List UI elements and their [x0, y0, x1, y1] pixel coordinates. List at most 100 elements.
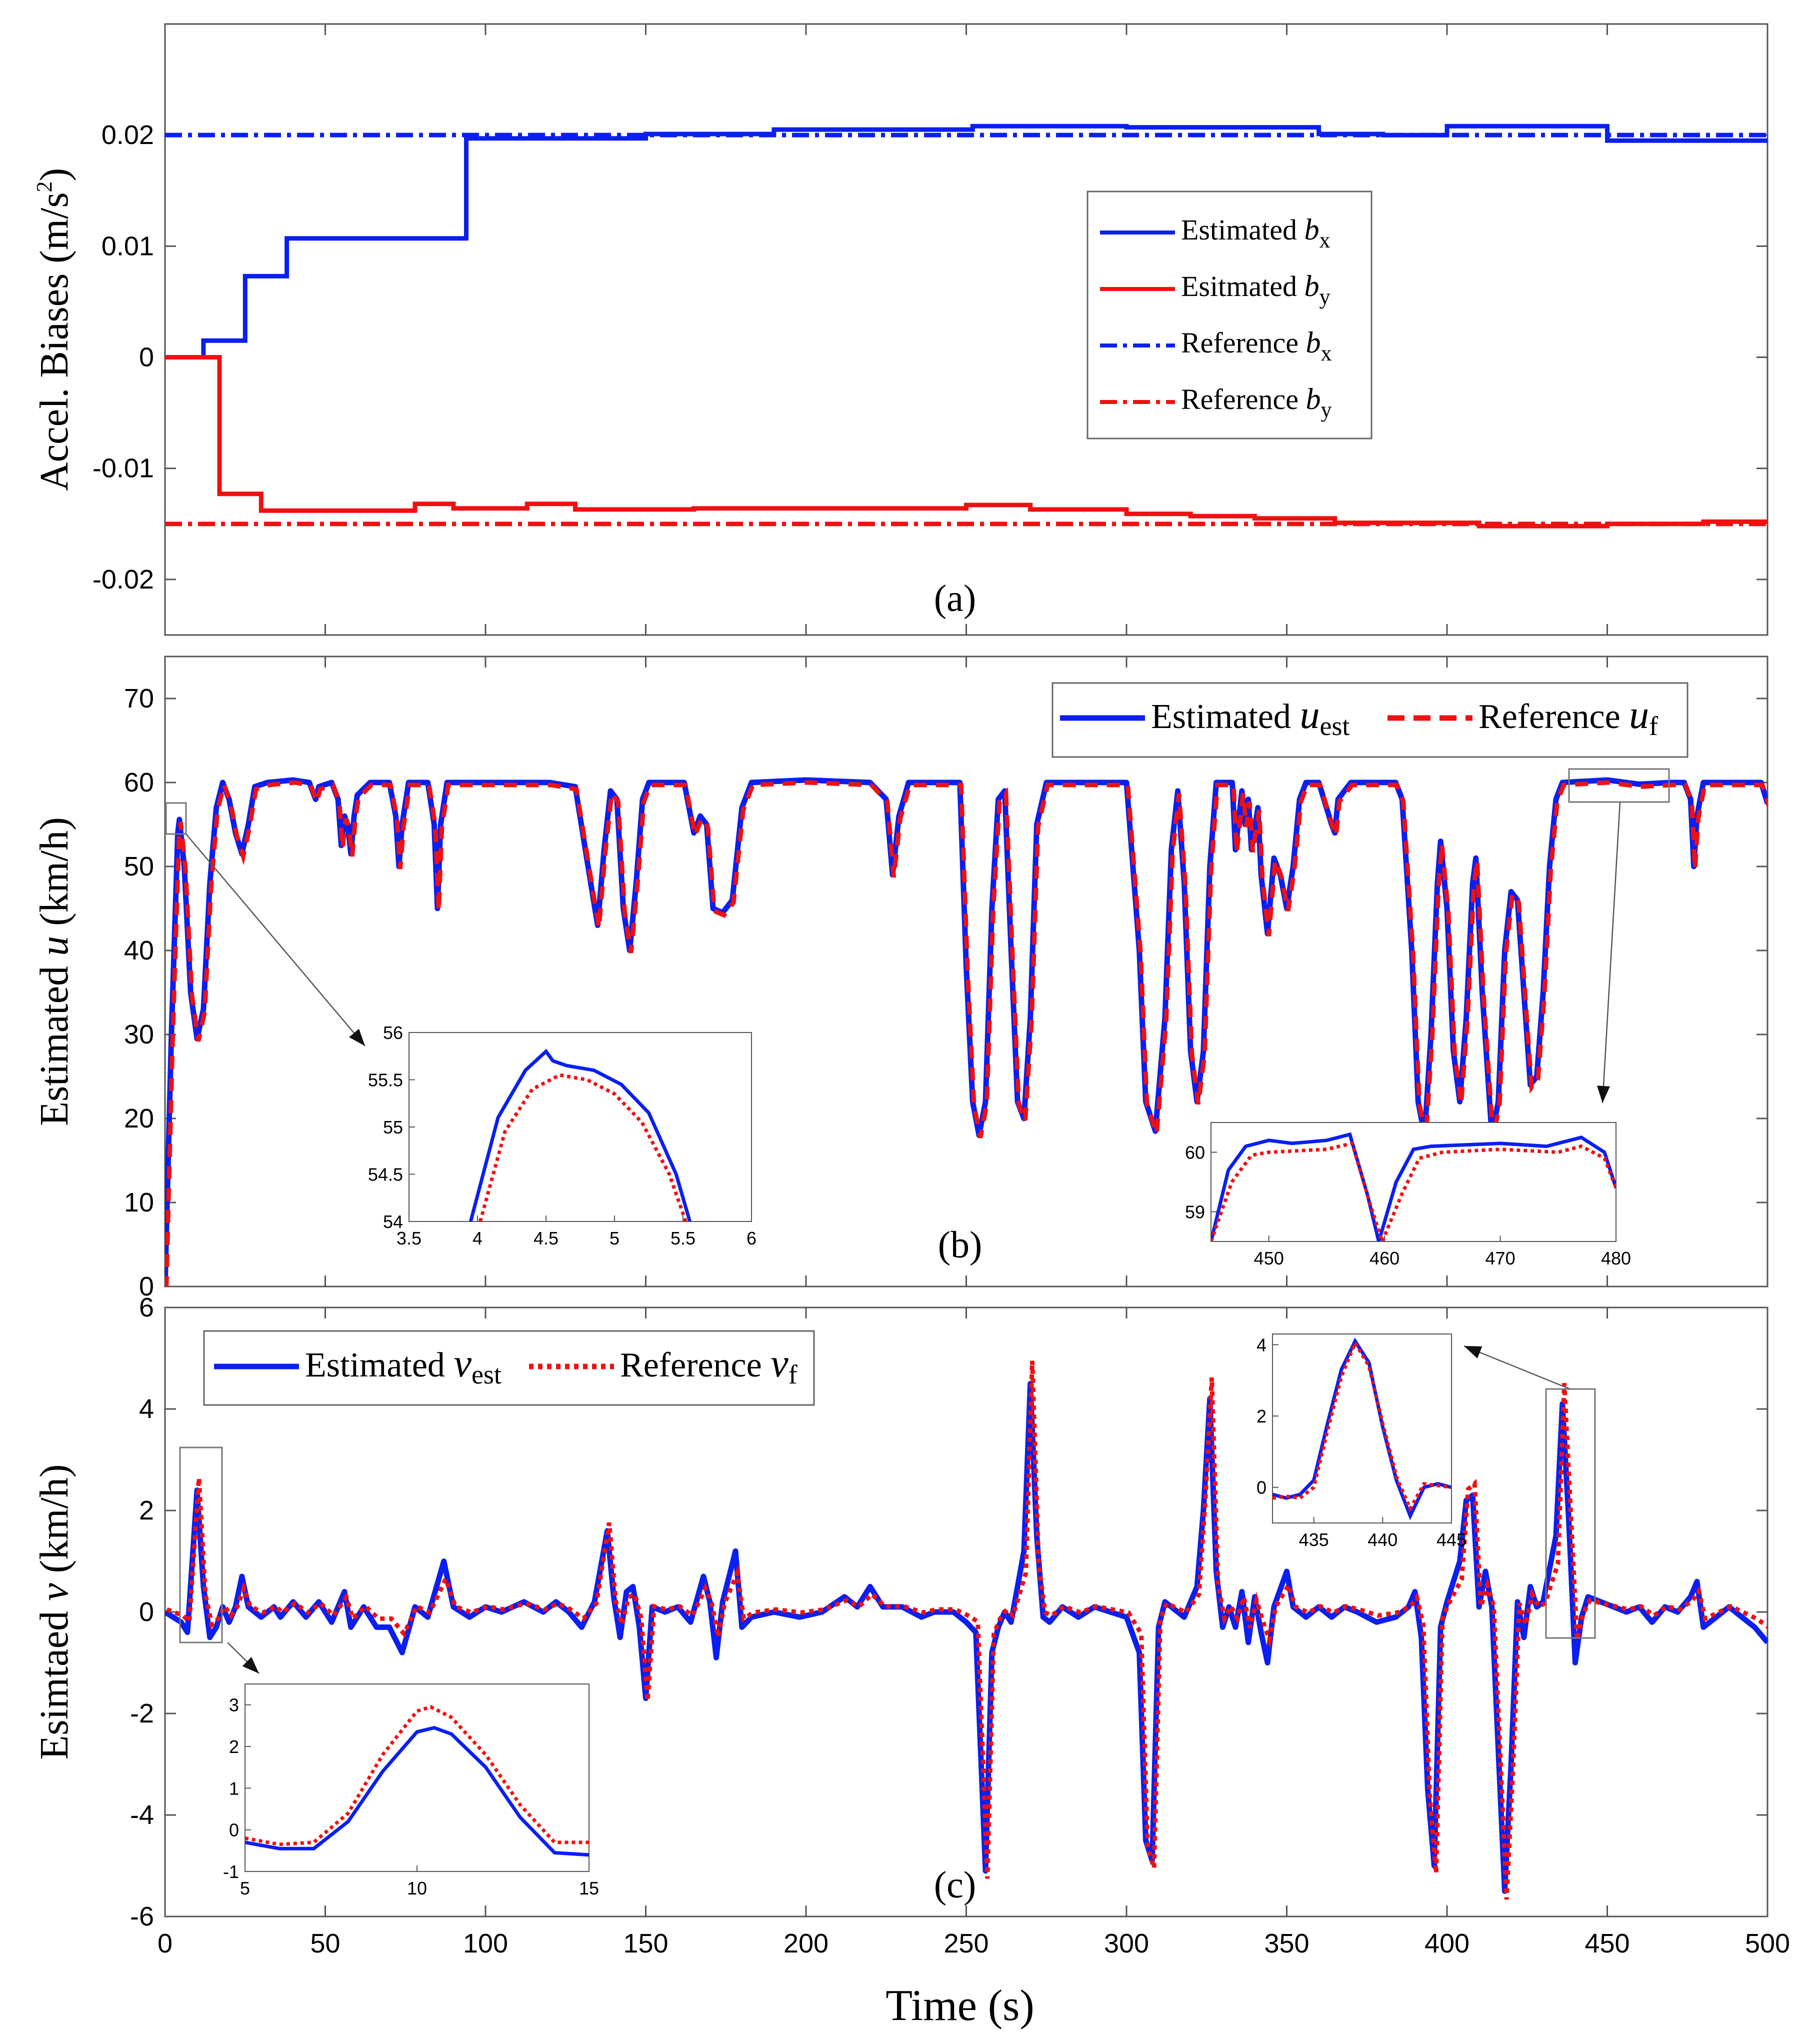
zoom-box-1 — [165, 802, 187, 835]
inset-b2: 450 460 470 480 59 60 — [1185, 1122, 1631, 1268]
legend-subscript: y — [1319, 284, 1330, 309]
y-axis-label-b: Estimated u (km/h) — [32, 817, 76, 1126]
x-axis-label: Time (s) — [886, 1982, 1034, 2030]
x-tick-label: 0 — [158, 1928, 172, 1958]
y-tick-label: 6 — [139, 1292, 154, 1322]
inset-reference-line — [1272, 1338, 1452, 1513]
zoom-arrow-4 — [1464, 1345, 1570, 1390]
inset-estimated-line — [1211, 1132, 1616, 1242]
y-tick-label: 10 — [124, 1188, 154, 1218]
y-tick-label: -4 — [130, 1800, 154, 1830]
legend-label-1: Reference uf — [1478, 693, 1658, 741]
inset-y-tick-label: 0 — [1256, 1478, 1266, 1498]
inset-x-tick-label: 4.5 — [534, 1228, 558, 1248]
y-tick-label: 0.02 — [102, 120, 154, 150]
inset-frame — [244, 1684, 590, 1872]
legend-frame — [1052, 682, 1688, 758]
legend-label-0: Estimated uest — [1151, 693, 1350, 741]
ylabel-text: Estimated — [32, 956, 76, 1126]
panel-label-a: (a) — [934, 578, 976, 620]
x-tick-label: 250 — [944, 1928, 988, 1958]
inset-estimated-line — [245, 1726, 589, 1857]
inset-y-tick-label: 2 — [229, 1736, 239, 1757]
inset-y-tick-label: 56 — [383, 1022, 403, 1043]
legend-prefix: Reference — [1478, 698, 1629, 736]
ylabel-unit: s — [32, 192, 76, 208]
zoom-arrow-3-head — [242, 1656, 259, 1674]
inset-y-tick-label: -1 — [223, 1862, 239, 1882]
y-tick-label: -0.01 — [92, 454, 154, 484]
legend-label-3: Reference by — [1181, 382, 1332, 422]
legend-symbol: b — [1304, 213, 1319, 246]
ylabel-exponent: 2 — [32, 182, 56, 192]
ylabel-units: (km/h) — [32, 1464, 76, 1584]
legend-subscript: est — [1320, 711, 1350, 741]
legend-prefix: Estimated — [305, 1346, 454, 1384]
x-tick-label: 150 — [623, 1928, 668, 1958]
inset-x-tick-label: 450 — [1254, 1248, 1284, 1268]
ylabel-text: Accel. Biases (m/ — [32, 208, 76, 491]
estimated-by-line — [165, 355, 1768, 528]
legend-symbol: v — [770, 1342, 788, 1386]
zoom-arrow-1-head — [349, 1028, 365, 1046]
inset-x-tick-label: 480 — [1601, 1248, 1631, 1268]
legend-subscript: est — [472, 1360, 502, 1390]
x-tick-label: 400 — [1424, 1928, 1470, 1958]
legend-label-1: Esitmated by — [1181, 270, 1330, 309]
inset-y-tick-label: 55.5 — [368, 1070, 403, 1090]
legend-symbol: u — [1300, 693, 1320, 737]
legend-subscript: y — [1321, 398, 1332, 422]
legend-prefix: Reference — [1181, 326, 1306, 359]
inset-estimated-line — [1272, 1338, 1452, 1520]
inset-x-tick-label: 440 — [1368, 1530, 1398, 1550]
inset-y-tick-label: 4 — [1256, 1334, 1266, 1355]
inset-x-tick-label: 470 — [1486, 1248, 1516, 1268]
inset-y-tick-label: 54 — [383, 1212, 403, 1232]
x-tick-label: 100 — [463, 1928, 508, 1958]
inset-x-tick-label: 460 — [1370, 1248, 1400, 1268]
reference-u-line — [165, 778, 1768, 1286]
y-tick-label: 50 — [124, 852, 154, 882]
inset-y-tick-label: 2 — [1256, 1406, 1266, 1426]
y-tick-label: -0.02 — [92, 564, 154, 594]
x-tick-label: 50 — [310, 1928, 340, 1958]
legend-prefix: Reference — [1181, 383, 1306, 416]
legend-label-0: Estimated vest — [305, 1342, 502, 1390]
inset-x-tick-label: 5.5 — [670, 1228, 696, 1248]
inset-reference-line — [1211, 1141, 1616, 1242]
inset-c2: 435 440 445 0 2 4 — [1256, 1334, 1466, 1550]
inset-y-tick-label: 55 — [383, 1117, 403, 1138]
y-tick-label: 60 — [124, 768, 154, 798]
panel-label-b: (b) — [938, 1224, 982, 1266]
inset-x-tick-label: 15 — [579, 1878, 599, 1898]
zoom-box-3 — [179, 1446, 223, 1644]
zoom-arrow-4-head — [1464, 1346, 1482, 1358]
legend-symbol: u — [1629, 693, 1649, 737]
legend-symbol: v — [454, 1342, 472, 1386]
legend-symbol: b — [1306, 382, 1321, 416]
y-tick-label: 30 — [124, 1020, 154, 1050]
ylabel-text: Esimtaed — [32, 1601, 76, 1760]
y-tick-label: 2 — [139, 1496, 154, 1526]
y-axis-label-c: Esimtaed v (km/h) — [32, 1464, 76, 1760]
inset-y-tick-label: 0 — [229, 1820, 239, 1840]
estimated-bx-line — [165, 124, 1768, 360]
inset-estimated-line — [468, 1048, 692, 1222]
x-tick-label: 500 — [1745, 1928, 1790, 1958]
x-tick-label: 300 — [1104, 1928, 1149, 1958]
inset-reference-line — [245, 1705, 589, 1846]
zoom-arrow-2-head — [1596, 1086, 1610, 1103]
legend-label-1: Reference vf — [620, 1342, 798, 1390]
zoom-box-4 — [1545, 1388, 1596, 1639]
y-tick-label: -2 — [130, 1698, 154, 1728]
inset-x-tick-label: 435 — [1299, 1530, 1329, 1550]
ylabel-symbol: v — [32, 1583, 76, 1601]
y-tick-label: 0 — [139, 1272, 154, 1302]
inset-x-tick-label: 4 — [472, 1228, 482, 1248]
inset-y-tick-label: 1 — [229, 1778, 239, 1798]
